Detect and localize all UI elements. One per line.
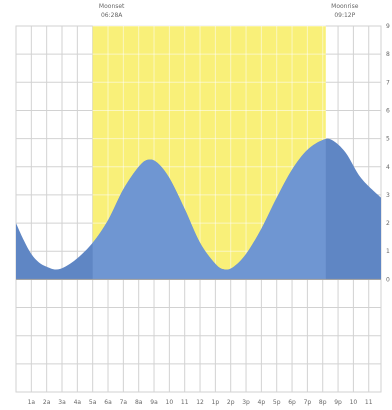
x-tick-label: 5a	[89, 399, 97, 406]
y-tick-label: 6	[386, 107, 390, 114]
annotation-title: Moonrise	[331, 3, 359, 10]
x-tick-label: 9a	[150, 399, 158, 406]
x-tick-label: 2a	[43, 399, 51, 406]
y-tick-label: 7	[386, 79, 390, 86]
x-tick-label: 1a	[28, 399, 36, 406]
annotation-title: Moonset	[99, 3, 125, 10]
x-tick-labels: 1a 2a 3a 4a 5a 6a 7a 8a 9a 10 11 12 1p 2p 3p 4p 5p 6p 7p 8p…	[28, 399, 373, 406]
x-tick-label: 3a	[58, 399, 66, 406]
x-tick-label: 8a	[135, 399, 143, 406]
x-tick-label: 10	[350, 399, 358, 406]
x-tick-label: 11	[365, 399, 373, 406]
x-tick-label: 10	[166, 399, 174, 406]
y-tick-label: 2	[386, 220, 390, 227]
y-tick-label: 9	[386, 23, 390, 30]
x-tick-label: 1p	[212, 399, 220, 406]
y-tick-label: 0	[386, 276, 390, 283]
x-tick-label: 7a	[120, 399, 128, 406]
x-tick-label: 5p	[273, 399, 281, 406]
y-tick-labels: 0 1 2 3 4 5 6 7 8 9	[386, 23, 390, 283]
x-tick-label: 12	[196, 399, 204, 406]
x-tick-label: 4p	[258, 399, 266, 406]
x-tick-label: 6p	[288, 399, 296, 406]
x-tick-label: 6a	[104, 399, 112, 406]
x-tick-label: 2p	[227, 399, 235, 406]
y-tick-label: 1	[386, 248, 390, 255]
annotation-time: 06:28A	[101, 12, 123, 19]
x-tick-label: 7p	[304, 399, 312, 406]
tide-series	[16, 138, 381, 280]
y-tick-label: 5	[386, 136, 390, 143]
annotations: Moonset 06:28A Moonrise 09:12P	[99, 3, 359, 19]
x-tick-label: 9p	[334, 399, 342, 406]
x-tick-label: 11	[181, 399, 189, 406]
x-tick-label: 3p	[242, 399, 250, 406]
y-tick-label: 8	[386, 51, 390, 58]
tide-area-day	[92, 138, 326, 280]
annotation-time: 09:12P	[334, 12, 355, 19]
y-tick-label: 3	[386, 192, 390, 199]
x-tick-label: 8p	[319, 399, 327, 406]
x-tick-label: 4a	[74, 399, 82, 406]
y-tick-label: 4	[386, 164, 390, 171]
